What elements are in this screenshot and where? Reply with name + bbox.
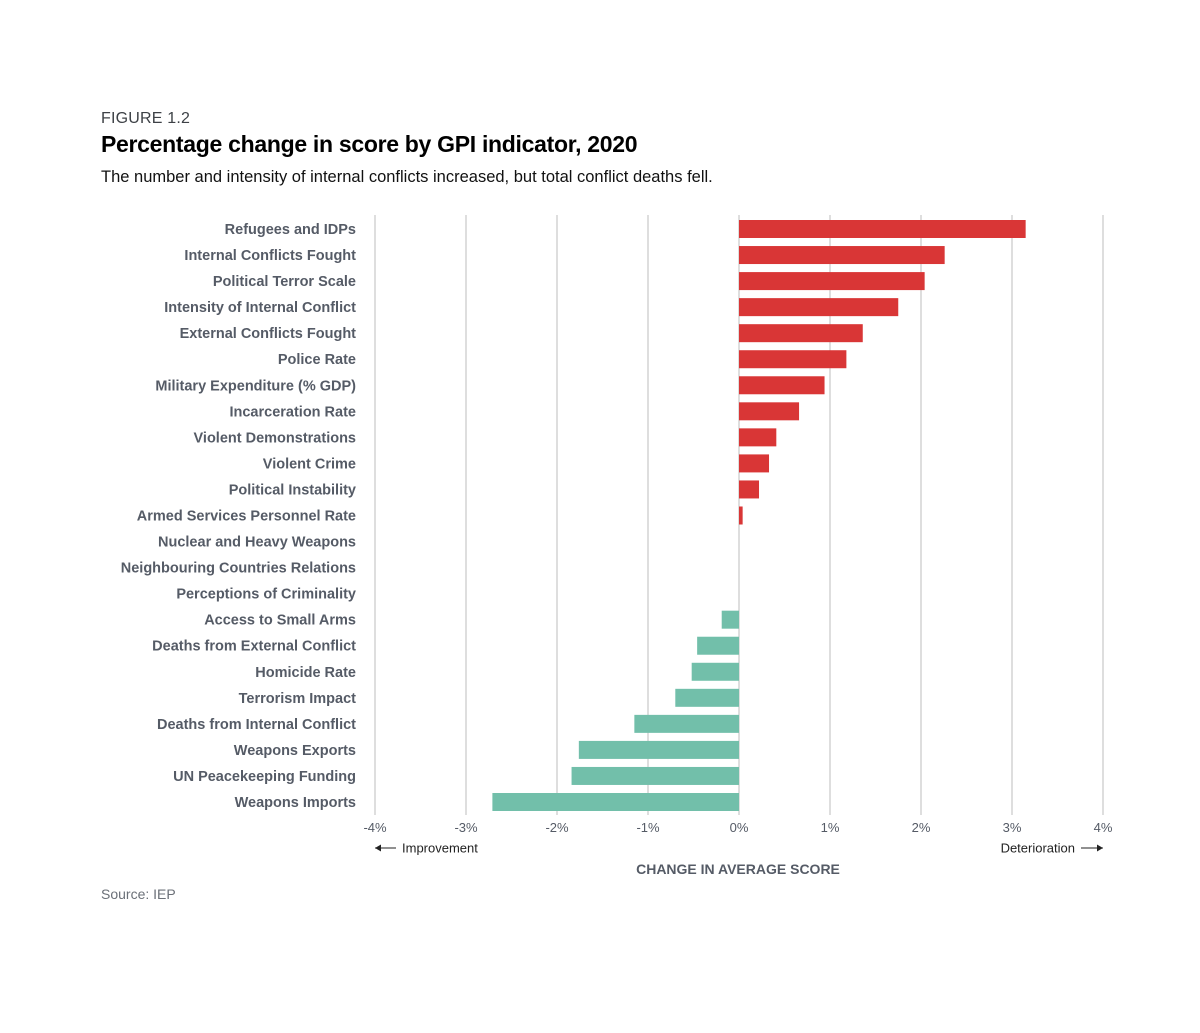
figure-label: FIGURE 1.2 bbox=[101, 110, 191, 127]
category-label: Intensity of Internal Conflict bbox=[164, 300, 356, 316]
category-label: Armed Services Personnel Rate bbox=[137, 509, 356, 525]
bar bbox=[739, 428, 777, 447]
bar bbox=[739, 350, 847, 369]
arrow-right-icon bbox=[1097, 844, 1103, 852]
bar bbox=[739, 220, 1026, 238]
category-label: Access to Small Arms bbox=[204, 613, 356, 629]
category-label: Police Rate bbox=[278, 352, 356, 368]
bar bbox=[739, 324, 863, 343]
category-label: Perceptions of Criminality bbox=[176, 587, 356, 603]
category-label: Internal Conflicts Fought bbox=[184, 248, 356, 264]
category-label: Military Expenditure (% GDP) bbox=[155, 378, 356, 394]
bar bbox=[739, 376, 825, 395]
direction-left-label: Improvement bbox=[402, 841, 478, 856]
category-label: Deaths from External Conflict bbox=[152, 639, 356, 655]
bar bbox=[739, 246, 945, 265]
x-tick-label: -4% bbox=[363, 820, 387, 835]
category-label: External Conflicts Fought bbox=[180, 326, 357, 342]
x-tick-label: -2% bbox=[545, 820, 569, 835]
bar bbox=[578, 740, 739, 759]
category-label: Neighbouring Countries Relations bbox=[121, 561, 356, 577]
bar bbox=[739, 272, 925, 291]
category-label: Weapons Imports bbox=[235, 795, 356, 811]
bar bbox=[492, 793, 739, 811]
bar bbox=[634, 714, 739, 733]
bar bbox=[571, 766, 739, 785]
bar bbox=[721, 610, 739, 629]
category-label: Weapons Exports bbox=[234, 743, 356, 759]
bar bbox=[739, 402, 800, 421]
category-label: Deaths from Internal Conflict bbox=[157, 717, 356, 733]
direction-right-label: Deterioration bbox=[1001, 841, 1075, 856]
bar bbox=[739, 506, 743, 525]
category-label: Nuclear and Heavy Weapons bbox=[158, 535, 356, 551]
x-tick-label: -1% bbox=[636, 820, 660, 835]
chart-title: Percentage change in score by GPI indica… bbox=[101, 131, 638, 157]
source-note: Source: IEP bbox=[101, 886, 176, 902]
category-label: Terrorism Impact bbox=[239, 691, 357, 707]
x-tick-label: 3% bbox=[1003, 820, 1022, 835]
arrow-left-icon bbox=[375, 844, 381, 852]
bar bbox=[739, 298, 899, 317]
x-tick-label: -3% bbox=[454, 820, 478, 835]
bar bbox=[697, 636, 739, 655]
x-tick-label: 2% bbox=[912, 820, 931, 835]
x-tick-label: 0% bbox=[730, 820, 749, 835]
bar bbox=[739, 480, 760, 499]
category-label: Political Instability bbox=[229, 482, 356, 498]
bar bbox=[675, 688, 739, 707]
category-label: Incarceration Rate bbox=[229, 404, 356, 420]
category-label: Homicide Rate bbox=[255, 665, 356, 681]
x-tick-label: 4% bbox=[1094, 820, 1113, 835]
category-label: UN Peacekeeping Funding bbox=[173, 769, 356, 785]
x-axis-title: CHANGE IN AVERAGE SCORE bbox=[636, 861, 840, 877]
bar bbox=[739, 454, 770, 473]
chart-subtitle: The number and intensity of internal con… bbox=[101, 168, 713, 186]
category-label: Violent Crime bbox=[263, 456, 356, 472]
category-label: Political Terror Scale bbox=[213, 274, 356, 290]
bar bbox=[691, 662, 739, 681]
category-label: Violent Demonstrations bbox=[194, 430, 356, 446]
category-label: Refugees and IDPs bbox=[225, 222, 356, 238]
x-tick-label: 1% bbox=[821, 820, 840, 835]
